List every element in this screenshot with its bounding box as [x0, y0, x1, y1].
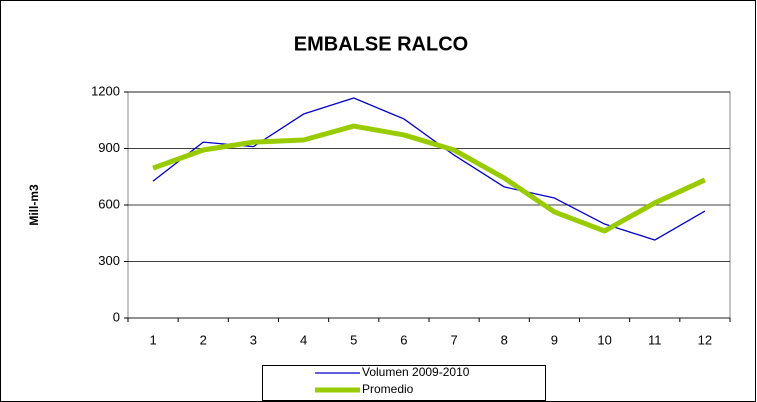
x-tick-label: 12 — [698, 332, 712, 347]
legend-box — [262, 365, 546, 401]
y-tick-label: 900 — [98, 140, 120, 155]
x-tick-label: 6 — [400, 332, 407, 347]
y-axis-label: Mill-m3 — [27, 184, 41, 226]
y-tick-label: 0 — [113, 309, 120, 324]
y-tick-label: 600 — [98, 196, 120, 211]
x-tick-label: 1 — [149, 332, 156, 347]
legend-label: Promedio — [362, 382, 414, 396]
x-tick-label: 9 — [551, 332, 558, 347]
y-tick-label: 1200 — [91, 83, 120, 98]
y-tick-label: 300 — [98, 253, 120, 268]
chart-title: EMBALSE RALCO — [294, 33, 468, 55]
x-tick-label: 7 — [450, 332, 457, 347]
legend-label: Volumen 2009-2010 — [362, 365, 470, 379]
x-tick-label: 4 — [300, 332, 307, 347]
x-tick-label: 10 — [597, 332, 611, 347]
x-tick-label: 8 — [501, 332, 508, 347]
x-tick-label: 5 — [350, 332, 357, 347]
x-tick-label: 11 — [648, 332, 662, 347]
x-tick-label: 2 — [200, 332, 207, 347]
series-line — [152, 123, 706, 234]
x-tick-label: 3 — [250, 332, 257, 347]
